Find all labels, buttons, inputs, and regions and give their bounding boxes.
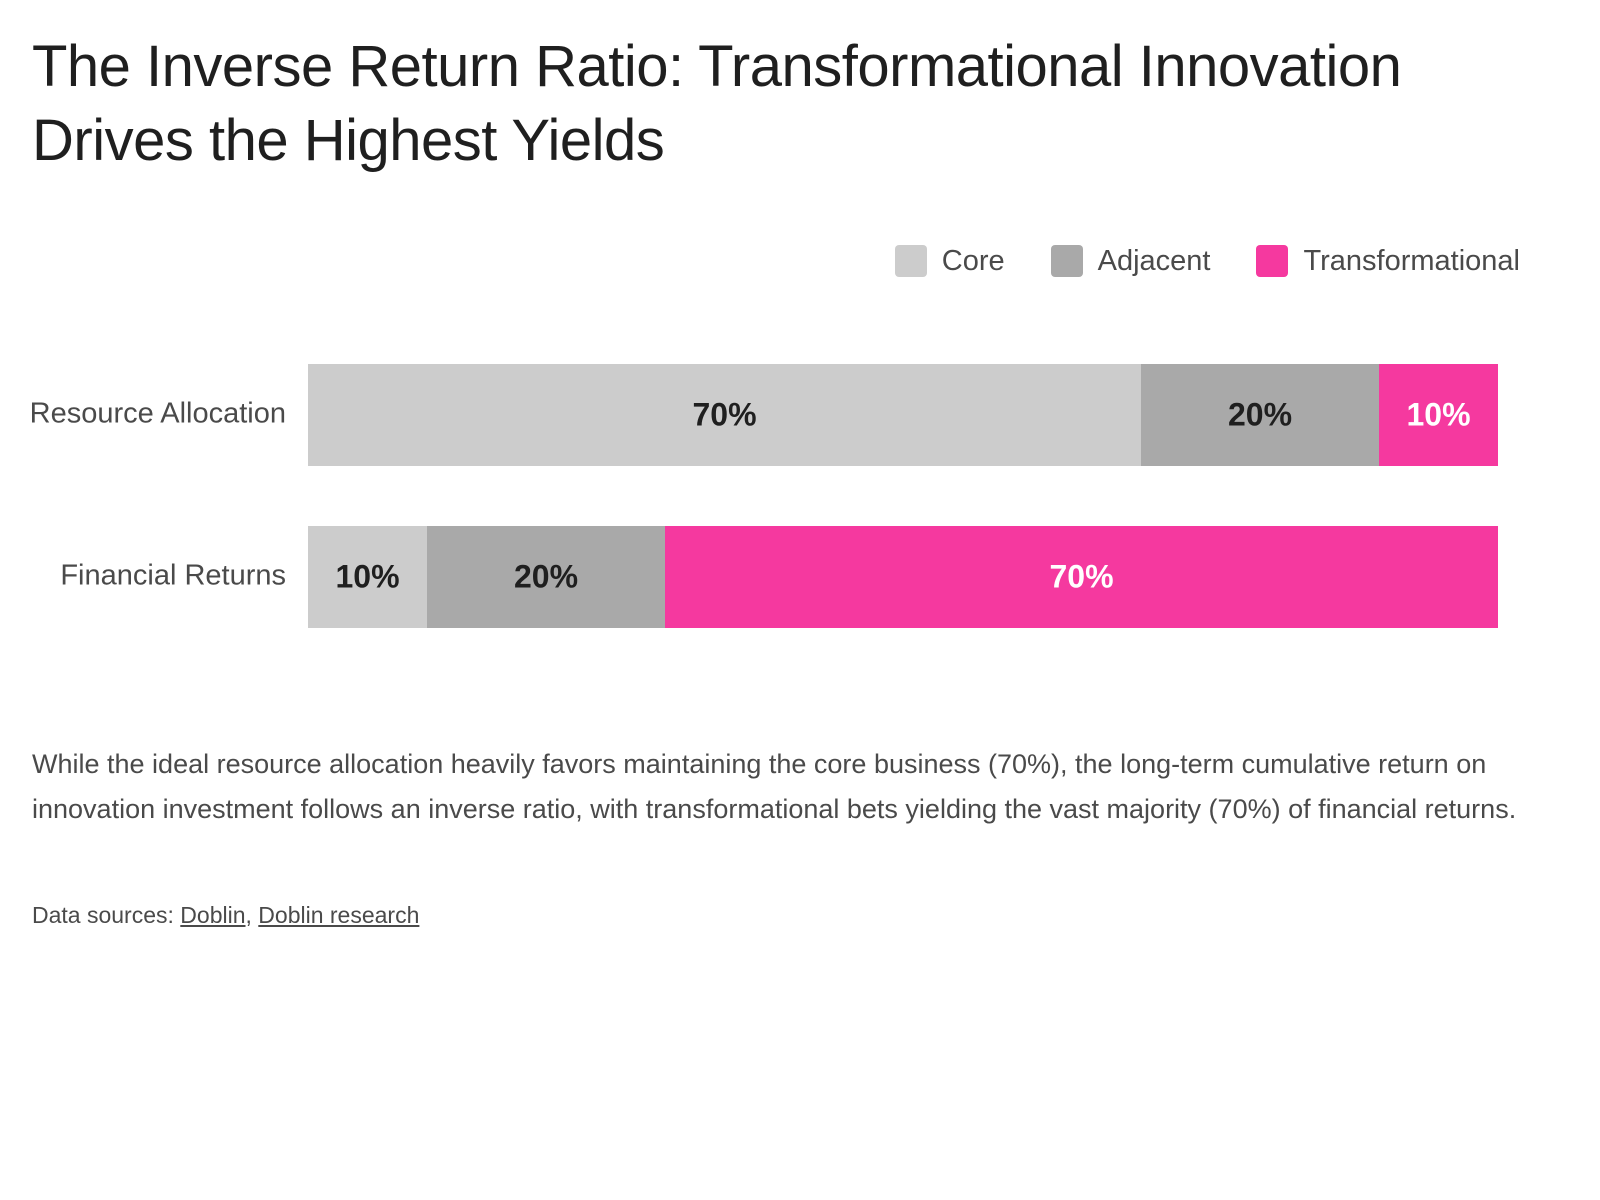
legend-swatch-adjacent xyxy=(1050,245,1083,277)
data-label-financial-returns-transformational: 70% xyxy=(1049,558,1113,594)
stacked-bar-chart: Resource Allocation 70% 20% 10% Financial Re… xyxy=(30,364,1498,628)
source-link-doblin-research[interactable]: Doblin research xyxy=(258,902,420,928)
legend: Core Adjacent Transformational xyxy=(894,244,1520,278)
category-label-resource-allocation: Resource Allocation xyxy=(30,398,286,430)
data-label-financial-returns-core: 10% xyxy=(335,558,399,594)
legend-label-core: Core xyxy=(941,245,1005,277)
legend-item-transformational: Transformational xyxy=(1256,244,1520,278)
legend-swatch-transformational xyxy=(1256,245,1289,277)
legend-label-adjacent: Adjacent xyxy=(1097,245,1211,277)
bar-segment-resource-allocation-adjacent xyxy=(1141,364,1379,466)
chart-title: The Inverse Return Ratio: Transformation… xyxy=(32,34,1402,173)
data-label-resource-allocation-transformational: 10% xyxy=(1406,396,1470,432)
bar-segment-resource-allocation-transformational xyxy=(1379,364,1498,466)
source-link-doblin[interactable]: Doblin xyxy=(180,902,246,928)
legend-item-adjacent: Adjacent xyxy=(1050,244,1211,278)
data-label-resource-allocation-adjacent: 20% xyxy=(1228,396,1292,432)
data-label-resource-allocation-core: 70% xyxy=(692,396,756,432)
bar-segment-financial-returns-adjacent xyxy=(427,526,665,628)
bar-segment-resource-allocation-core xyxy=(308,364,1141,466)
category-label-financial-returns: Financial Returns xyxy=(60,560,286,592)
legend-label-transformational: Transformational xyxy=(1303,245,1520,277)
legend-swatch-core xyxy=(894,245,927,277)
data-sources: Data sources: Doblin, Doblin research xyxy=(32,898,419,932)
bar-segment-financial-returns-transformational xyxy=(665,526,1498,628)
data-label-financial-returns-adjacent: 20% xyxy=(514,558,578,594)
chart-description: While the ideal resource allocation heav… xyxy=(32,749,1517,824)
legend-item-core: Core xyxy=(894,244,1005,278)
sources-separator: , xyxy=(245,902,252,928)
sources-prefix: Data sources: xyxy=(32,902,174,928)
bar-segment-financial-returns-core xyxy=(308,526,427,628)
